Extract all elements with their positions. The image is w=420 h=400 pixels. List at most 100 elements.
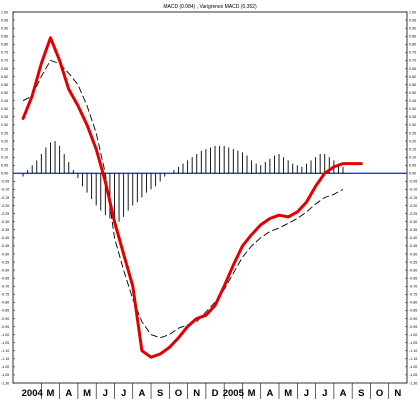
x-tick-label: J — [322, 388, 327, 399]
x-tick-label: O — [376, 388, 383, 399]
x-tick-label: M — [248, 388, 256, 399]
x-tick-label: A — [266, 388, 273, 399]
y-tick-label-right: -0.20 — [409, 204, 417, 208]
y-tick-label-right: -1.15 — [409, 357, 417, 361]
y-tick-label-right: -0.95 — [409, 325, 417, 329]
x-tick-label: J — [304, 388, 309, 399]
y-tick-label-left: 0.95 — [1, 18, 8, 22]
x-tick-label: M — [284, 388, 292, 399]
y-tick-label-left: 0.35 — [1, 115, 8, 119]
x-tick-label: A — [340, 388, 347, 399]
y-tick-label-right: -1.00 — [409, 333, 417, 337]
y-tick-label-left: 0.30 — [1, 123, 8, 127]
x-tick-label: O — [175, 388, 182, 399]
y-tick-label-left: -0.70 — [1, 285, 9, 289]
y-tick-label-left: 0.65 — [1, 67, 8, 71]
x-tick-label: A — [65, 388, 72, 399]
x-tick-label: N — [193, 388, 200, 399]
y-tick-label-left: -1.05 — [1, 341, 9, 345]
y-tick-label-left: -1.20 — [1, 365, 9, 369]
x-tick-label: 2005 — [223, 388, 245, 399]
y-tick-label-right: -0.35 — [409, 228, 417, 232]
y-tick-label-left: -0.25 — [1, 212, 9, 216]
y-tick-label-left: 0.60 — [1, 75, 8, 79]
y-tick-label-left: -0.55 — [1, 260, 9, 264]
y-tick-label-right: -0.05 — [409, 180, 417, 184]
chart-title: MACD (0.084) , Varigrenes MACD (0.352) — [163, 4, 257, 10]
macd-line — [21, 36, 363, 359]
y-tick-label-right: 0.55 — [409, 83, 416, 87]
y-tick-label-left: -0.95 — [1, 325, 9, 329]
y-tick-label-left: -1.30 — [1, 381, 9, 385]
y-tick-label-left: -0.85 — [1, 309, 9, 313]
x-tick-label: D — [212, 388, 219, 399]
y-tick-label-right: -0.50 — [409, 252, 417, 256]
y-tick-label-right: -0.55 — [409, 260, 417, 264]
histogram-series — [22, 141, 344, 222]
y-tick-label-left: -0.20 — [1, 204, 9, 208]
y-tick-label-left: 1.00 — [1, 10, 8, 14]
x-tick-label: A — [138, 388, 145, 399]
x-tick-label: S — [358, 388, 364, 399]
x-tick-label: J — [103, 388, 108, 399]
signal-line — [22, 59, 344, 339]
y-tick-label-right: 0.40 — [409, 107, 416, 111]
y-tick-label-right: 0.50 — [409, 91, 416, 95]
y-tick-label-right: -0.25 — [409, 212, 417, 216]
y-tick-label-right: -1.10 — [409, 349, 417, 353]
y-tick-label-right: -1.05 — [409, 341, 417, 345]
y-tick-label-right: 0.70 — [409, 59, 416, 63]
y-tick-label-right: -0.15 — [409, 196, 417, 200]
y-tick-label-left: -1.10 — [1, 349, 9, 353]
y-tick-label-right: 0.80 — [409, 43, 416, 47]
y-tick-label-left: 0.10 — [1, 155, 8, 159]
y-tick-label-left: -1.15 — [1, 357, 9, 361]
y-tick-label-left: 0.00 — [1, 172, 8, 176]
y-tick-label-right: 0.85 — [409, 34, 416, 38]
y-tick-label-left: -0.90 — [1, 317, 9, 321]
y-tick-label-right: 0.20 — [409, 139, 416, 143]
y-tick-label-right: -0.80 — [409, 301, 417, 305]
y-tick-label-right: -0.30 — [409, 220, 417, 224]
y-tick-label-right: 0.35 — [409, 115, 416, 119]
signal-line-series — [22, 59, 344, 339]
y-axis-left: 1.00 0.95 0.90 0.85 0.80 0.75 0.70 0.65 0.60 0.55… — [1, 10, 15, 385]
y-tick-label-right: -0.45 — [409, 244, 417, 248]
y-tick-label-left: 0.70 — [1, 59, 8, 63]
y-tick-label-right: 0.25 — [409, 131, 416, 135]
y-tick-label-right: 0.75 — [409, 51, 416, 55]
y-tick-label-right: -0.75 — [409, 293, 417, 297]
x-tick-label: M — [83, 388, 91, 399]
y-tick-label-right: -0.40 — [409, 236, 417, 240]
y-tick-label-right: 0.05 — [409, 164, 416, 168]
y-tick-label-left: -0.60 — [1, 268, 9, 272]
y-tick-label-left: 0.75 — [1, 51, 8, 55]
y-tick-label-right: -0.85 — [409, 309, 417, 313]
y-tick-label-right: 0.90 — [409, 26, 416, 30]
y-tick-label-right: 0.00 — [409, 172, 416, 176]
y-tick-label-left: -0.30 — [1, 220, 9, 224]
x-tick-label: M — [47, 388, 55, 399]
y-tick-label-left: -0.45 — [1, 244, 9, 248]
y-tick-label-left: -0.05 — [1, 180, 9, 184]
x-tick-label: J — [121, 388, 126, 399]
y-tick-label-left: 0.20 — [1, 139, 8, 143]
y-tick-label-left: 0.90 — [1, 26, 8, 30]
macd-line-series — [21, 36, 363, 359]
y-tick-label-left: 0.15 — [1, 147, 8, 151]
y-tick-label-left: -0.35 — [1, 228, 9, 232]
x-axis: 2004 M A M J J A S O N D 2005 M A M J J A S O N — [22, 383, 401, 399]
y-tick-label-left: -1.25 — [1, 373, 9, 377]
y-tick-label-right: -1.20 — [409, 365, 417, 369]
y-tick-label-right: 0.60 — [409, 75, 416, 79]
x-tick-label: S — [157, 388, 163, 399]
y-tick-label-left: 0.25 — [1, 131, 8, 135]
y-tick-label-left: 0.80 — [1, 43, 8, 47]
y-tick-label-left: -0.80 — [1, 301, 9, 305]
y-tick-label-right: -0.60 — [409, 268, 417, 272]
y-tick-label-left: -0.50 — [1, 252, 9, 256]
y-tick-label-left: 0.45 — [1, 99, 8, 103]
y-tick-label-left: 0.55 — [1, 83, 8, 87]
y-tick-label-right: 0.45 — [409, 99, 416, 103]
y-tick-label-right: 0.65 — [409, 67, 416, 71]
